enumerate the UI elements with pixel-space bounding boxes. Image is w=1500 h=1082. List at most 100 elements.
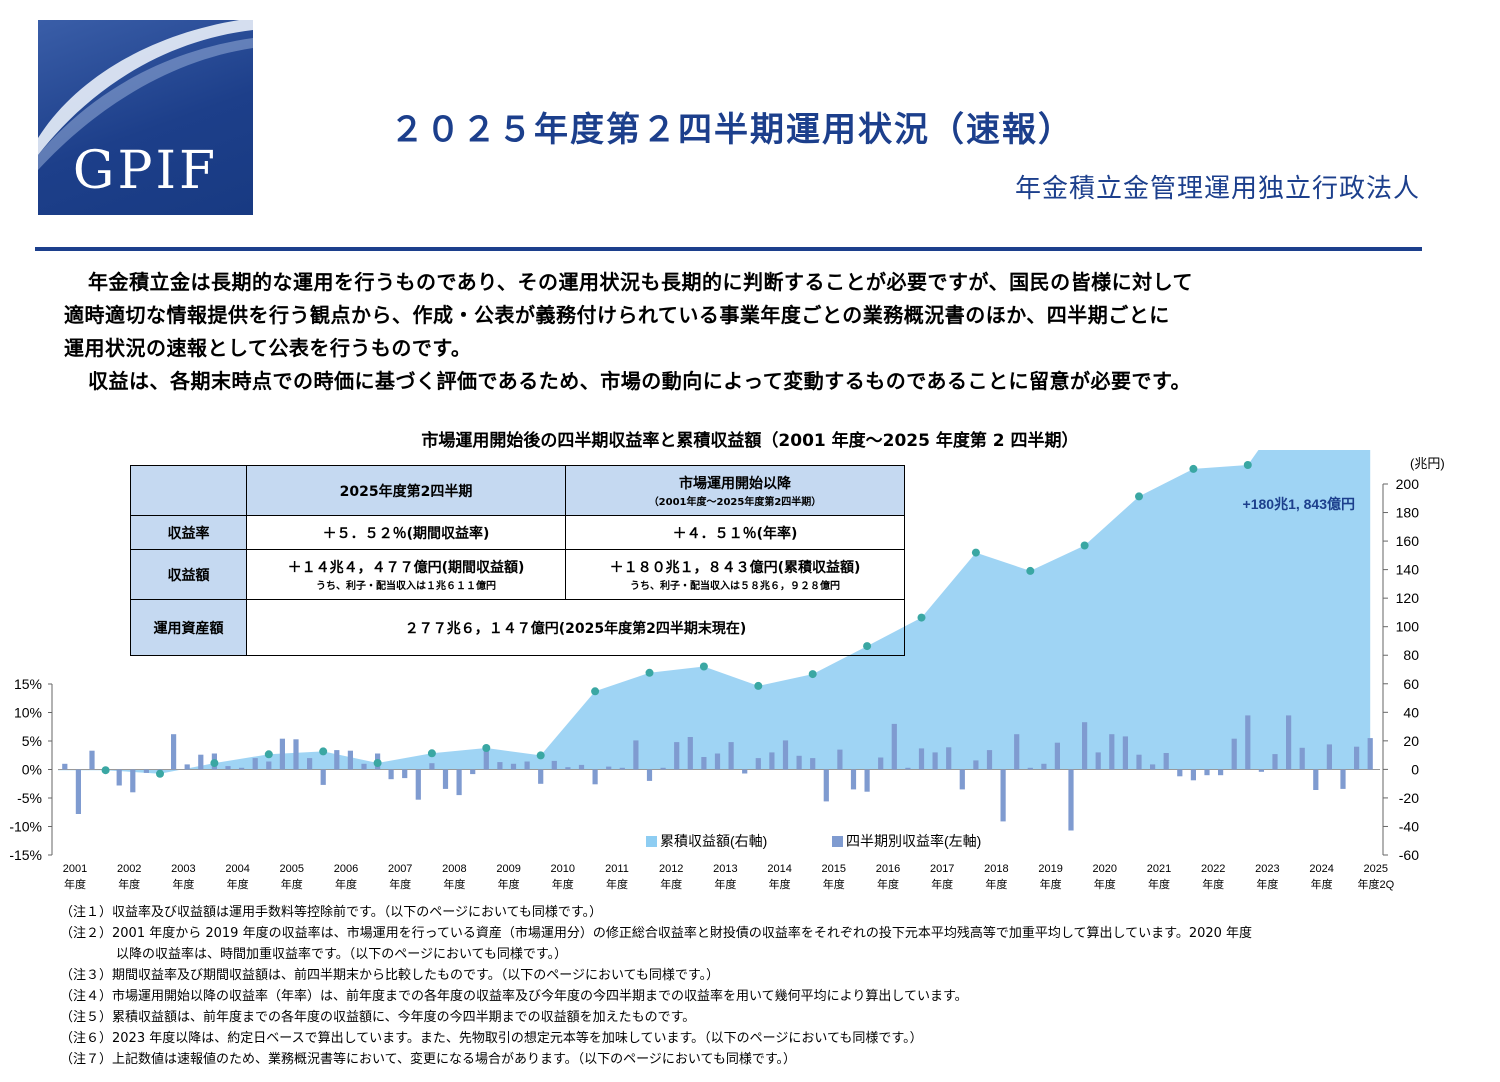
logo-text: GPIF [72, 141, 219, 201]
quarterly-return-bar [171, 734, 177, 770]
right-axis-tick-label: 60 [1403, 676, 1419, 692]
footnote: （注５）累積収益額は、前年度までの各年度の収益額に、今年度の今四半期までの収益額… [60, 1010, 696, 1025]
x-axis-year-label: 2009 [496, 863, 520, 875]
quarterly-return-bar [1163, 753, 1169, 770]
cumulative-point [808, 670, 817, 679]
x-axis-year-label: 2007 [388, 863, 412, 875]
quarterly-return-bar [239, 767, 245, 770]
cumulative-point [1135, 492, 1143, 501]
quarterly-return-bar [415, 769, 421, 800]
x-axis-year-suffix: 年度 [1040, 877, 1062, 891]
quarterly-return-bar [1068, 769, 1074, 831]
quarterly-return-bar [714, 753, 721, 770]
quarter-return-rate: ＋５．５２％(期間収益率) [246, 515, 566, 550]
x-axis-year-label: 2020 [1093, 863, 1117, 875]
x-axis-year-suffix: 年度 [118, 877, 140, 891]
quarterly-return-bar [769, 752, 775, 770]
quarterly-return-bar [307, 758, 313, 770]
x-axis-year-label: 2023 [1255, 863, 1279, 875]
quarterly-return-bar [388, 769, 394, 780]
quarterly-return-bar [347, 750, 353, 770]
cumulative-point [917, 613, 926, 622]
quarterly-return-bar [1095, 752, 1101, 770]
quarterly-return-bar [674, 742, 680, 770]
left-axis-tick-label: -5% [17, 790, 42, 806]
x-axis-year-suffix: 年度 [335, 877, 357, 891]
right-axis-tick-label: 100 [1396, 619, 1420, 635]
quarterly-return-bar [1082, 722, 1088, 770]
quarterly-return-bar [959, 769, 965, 790]
quarterly-return-bar [810, 758, 816, 770]
cumulative-point [699, 662, 708, 671]
footnote: （注４）市場運用開始以降の収益率（年率）は、前年度までの各年度の収益率及び今年度… [60, 989, 968, 1004]
quarterly-return-bar [823, 769, 829, 802]
quarterly-return-bar [578, 764, 585, 770]
quarterly-return-bar [62, 763, 68, 770]
quarterly-return-bar [606, 766, 612, 770]
x-axis-year-suffix: 年度 [714, 877, 736, 891]
header-divider [35, 247, 1422, 251]
legend-swatch-cumulative [646, 836, 657, 847]
right-axis-tick-label: -20 [1399, 790, 1419, 806]
quarterly-return-bar [266, 761, 272, 770]
x-axis-year-suffix: 年度 [172, 877, 194, 891]
x-axis-year-suffix: 年度 [660, 877, 682, 891]
quarterly-return-bar [1245, 715, 1251, 770]
quarterly-return-bar [932, 752, 938, 770]
quarterly-return-bar [1258, 769, 1264, 772]
right-axis-tick-label: 80 [1403, 647, 1419, 663]
quarterly-return-bar [1122, 736, 1128, 770]
x-axis-year-label: 2001 [63, 863, 87, 875]
x-axis-year-label: 2010 [551, 863, 575, 875]
quarterly-return-bar [184, 764, 190, 770]
quarterly-return-bar [510, 763, 517, 770]
summary-header-cumulative: 市場運用開始以降 （2001年度～2025年度第2四半期） [565, 465, 905, 516]
x-axis-year-label: 2014 [767, 863, 791, 875]
cumulative-return-amount-value: ＋１８０兆１，８４３億円(累積収益額) [609, 560, 861, 576]
footnotes: （注１）収益率及び収益額は運用手数料等控除前です。（以下のページにおいても同様で… [60, 902, 1252, 1070]
x-axis-year-suffix: 年度 [552, 877, 574, 891]
quarterly-return-bar [320, 769, 326, 785]
gpif-logo: GPIF [38, 20, 253, 215]
x-axis-year-suffix: 年度 [1094, 877, 1116, 891]
footnote: （注７）上記数値は速報値のため、業務概況書等において、変更になる場合があります。… [60, 1052, 797, 1067]
row-label-assets: 運用資産額 [130, 599, 247, 656]
quarterly-return-bar [442, 769, 449, 789]
quarterly-return-bar [1054, 742, 1060, 770]
cumulative-point [427, 749, 436, 758]
x-axis-year-label: 2002 [117, 863, 141, 875]
x-axis-year-label: 2019 [1038, 863, 1062, 875]
left-axis-tick-label: 0% [22, 762, 42, 778]
cumulative-point [210, 759, 219, 768]
footnote: （注３）期間収益率及び期間収益額は、前四半期末から比較したものです。（以下のペー… [60, 968, 720, 983]
x-axis-year-label: 2025 [1364, 863, 1388, 875]
right-axis-tick-label: 160 [1396, 533, 1420, 549]
quarterly-return-bar [1231, 738, 1237, 770]
right-axis-tick-label: -60 [1399, 847, 1419, 863]
left-axis-tick-label: 15% [14, 676, 42, 692]
logo-swoosh-icon [38, 20, 253, 170]
left-axis-tick-label: 10% [14, 705, 42, 721]
quarterly-return-bar [143, 769, 149, 773]
cumulative-point [1243, 461, 1252, 469]
x-axis-year-label: 2005 [280, 863, 304, 875]
left-axis-tick-label: -15% [9, 847, 42, 863]
cumulative-point [264, 750, 273, 759]
right-axis-tick-label: 120 [1396, 590, 1420, 606]
summary-header-cumulative-sub: （2001年度～2025年度第2四半期） [648, 497, 822, 508]
x-axis-year-label: 2016 [876, 863, 900, 875]
cumulative-point [482, 744, 491, 752]
x-axis-year-suffix: 年度2Q [1357, 877, 1394, 891]
x-axis-year-suffix: 年度 [1202, 877, 1224, 891]
quarterly-return-bar [1041, 763, 1047, 770]
quarterly-return-bar [1000, 769, 1006, 822]
returns-chart: +180兆1, 843億円(兆円)20018016014012010080604… [9, 450, 1445, 891]
x-axis-year-suffix: 年度 [443, 877, 465, 891]
quarterly-return-bar [1272, 754, 1278, 770]
x-axis-year-label: 2015 [822, 863, 846, 875]
quarterly-return-bar [1136, 754, 1142, 770]
x-axis-year-label: 2006 [334, 863, 358, 875]
quarterly-return-bar [524, 761, 530, 770]
quarterly-return-bar [402, 769, 408, 779]
quarter-return-amount: ＋１４兆４，４７７億円(期間収益額) うち、利子・配当収入は１兆６１１億円 [246, 549, 566, 600]
